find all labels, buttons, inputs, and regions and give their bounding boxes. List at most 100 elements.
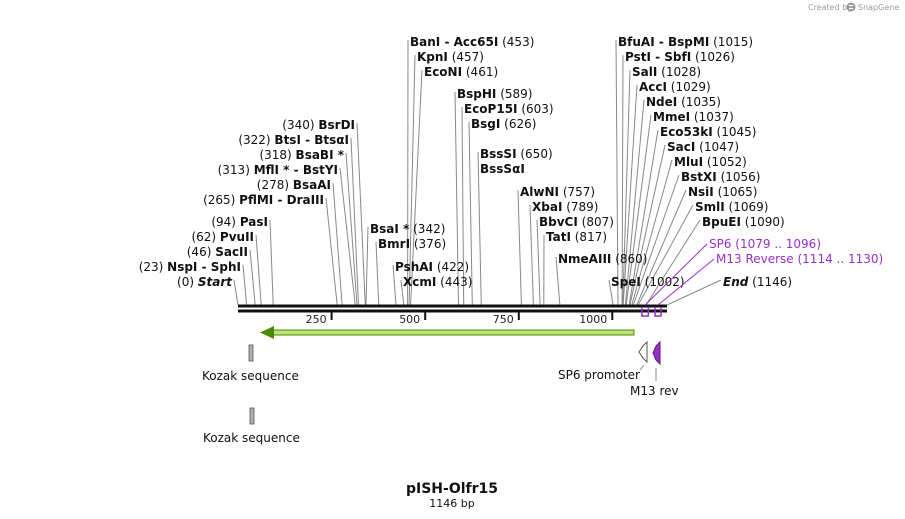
enzyme-label-bpuEI[interactable]: BpuEI (1090) [702, 215, 785, 229]
enzyme-label-mluI[interactable]: MluI (1052) [674, 155, 747, 169]
credit-brand: SnapGene [858, 3, 899, 12]
enzyme-label-nmeAIII[interactable]: NmeAIII (860) [558, 252, 647, 266]
site-line-bstXI [632, 174, 680, 306]
enzyme-label-xbaI[interactable]: XbaI (789) [532, 200, 599, 214]
enzyme-label-pstI-sbfI[interactable]: PstI - SbfI (1026) [625, 50, 735, 64]
site-line-bsaAI [332, 182, 343, 306]
site-line-pflMI-draIII [325, 197, 338, 306]
site-line-end [666, 279, 722, 306]
enzyme-label-ecoP15I[interactable]: EcoP15I (603) [464, 102, 554, 116]
enzyme-label-sacII[interactable]: (46) SacII [187, 245, 248, 259]
enzyme-label-bspHI[interactable]: BspHI (589) [457, 87, 532, 101]
enzyme-label-kpnI[interactable]: KpnI (457) [417, 50, 484, 64]
enzyme-label-bssSI-bssSaI[interactable]: BssSI (650) [480, 147, 553, 161]
dna-backbone [238, 304, 667, 313]
enzyme-label-pshAI[interactable]: PshAI (422) [395, 260, 469, 274]
snapgene-logo-icon [846, 2, 856, 12]
enzyme-label-eco53kI[interactable]: Eco53kI (1045) [660, 125, 756, 139]
site-line-speI [608, 279, 614, 306]
site-line-sacII [249, 249, 256, 306]
kozak-label-1: Kozak sequence [202, 369, 299, 383]
enzyme-label-bmrI[interactable]: BmrI (376) [378, 237, 446, 251]
site-line-nsiI [636, 189, 687, 306]
primer-marks [641, 243, 715, 317]
sp6-promoter-connector [639, 364, 645, 371]
site-line-sacI [629, 144, 666, 306]
sp6-promoter-feature[interactable] [638, 340, 648, 364]
orf-arrow[interactable] [260, 326, 635, 339]
enzyme-label-xcmI[interactable]: XcmI (443) [403, 275, 472, 289]
scale-label-250: 250 [306, 313, 327, 326]
site-line-eco53kI [628, 129, 659, 306]
site-line-xcmI [400, 279, 405, 306]
site-line-ecoP15I [461, 106, 465, 306]
enzyme-label-pasI[interactable]: (94) PasI [211, 215, 268, 229]
site-line-mluI [631, 159, 673, 306]
enzyme-label-ecoNI[interactable]: EcoNI (461) [424, 65, 498, 79]
plasmid-length: 1146 bp [429, 497, 474, 510]
enzyme-label-mmeI[interactable]: MmeI (1037) [653, 110, 734, 124]
site-lines [233, 39, 722, 306]
enzyme-label-nsiI[interactable]: NsiI (1065) [688, 185, 757, 199]
kozak-feature-1[interactable] [248, 344, 254, 362]
kozak-label-2: Kozak sequence [203, 431, 300, 445]
enzyme-labels: BanI - Acc65I (453)KpnI (457)EcoNI (461)… [139, 35, 792, 289]
scale-ticks: 250 500 750 1000 [306, 312, 614, 326]
enzyme-label-btsI-btsaI[interactable]: (322) BtsI - BtsαI [238, 133, 349, 147]
primer-label-m13-reverse[interactable]: M13 Reverse (1114 .. 1130) [716, 252, 883, 266]
site-line-btsI-btsaI [350, 137, 359, 306]
sp6-promoter-label: SP6 promoter [558, 368, 640, 382]
primer-bracket-m13-reverse[interactable] [654, 307, 662, 317]
enzyme-label-accI[interactable]: AccI (1029) [639, 80, 711, 94]
site-line-bsrDI [356, 122, 366, 306]
enzyme-label-nspI-sphI[interactable]: (23) NspI - SphI [139, 260, 241, 274]
enzyme-label-bsrDI[interactable]: (340) BsrDI [282, 118, 355, 132]
enzyme-label-bsaAI[interactable]: (278) BsaAI [257, 178, 331, 192]
enzyme-label-pflMI-draIII[interactable]: (265) PflMI - DraIII [203, 193, 324, 207]
credit-prefix: Created by [808, 3, 852, 12]
enzyme-label-pvuII[interactable]: (62) PvuII [191, 230, 254, 244]
kozak-feature-2[interactable] [249, 407, 255, 425]
site-line-bbvCI [536, 219, 541, 306]
site-line-pasI [269, 219, 274, 306]
enzyme-label-bsaBI[interactable]: (318) BsaBI * [259, 148, 344, 162]
enzyme-label-banI-acc65I[interactable]: BanI - Acc65I (453) [410, 35, 534, 49]
enzyme-label-smlI[interactable]: SmlI (1069) [695, 200, 768, 214]
primer-connector-sp6 [644, 243, 708, 306]
enzyme-label-end[interactable]: End (1146) [723, 275, 792, 289]
site-line-bfuAI-bspMI [615, 39, 619, 306]
enzyme-label-start[interactable]: (0) Start [177, 275, 233, 289]
site-line-bspHI [454, 91, 459, 306]
enzyme-label-mflI-bstYI[interactable]: (313) MflI * - BstYI [218, 163, 338, 177]
site-line-bssSI-bssSaI [477, 151, 482, 306]
site-line-xbaI [529, 204, 534, 306]
enzyme-label-sacI[interactable]: SacI (1047) [667, 140, 739, 154]
scale-label-1000: 1000 [579, 313, 607, 326]
primer-label-sp6[interactable]: SP6 (1079 .. 1096) [709, 237, 821, 251]
enzyme-label-bsaI[interactable]: BsaI * (342) [370, 222, 445, 236]
site-line-bsaBI [345, 152, 358, 306]
site-line-ecoNI [410, 69, 423, 306]
primer-labels: SP6 (1079 .. 1096)M13 Reverse (1114 .. 1… [709, 237, 883, 266]
site-line-start [233, 279, 239, 306]
enzyme-label-speI[interactable]: SpeI (1002) [611, 275, 685, 289]
enzyme-label-bsgI[interactable]: BsgI (626) [471, 117, 536, 131]
enzyme-label-bstXI[interactable]: BstXI (1056) [681, 170, 760, 184]
site-line-bsgI [468, 121, 473, 306]
site-line-kpnI [408, 54, 416, 306]
enzyme-label-tatI[interactable]: TatI (817) [546, 230, 607, 244]
primer-bracket-sp6[interactable] [641, 307, 650, 317]
enzyme-label-bfuAI-bspMI[interactable]: BfuAI - BspMI (1015) [618, 35, 753, 49]
enzyme-label-alwNI[interactable]: AlwNI (757) [520, 185, 595, 199]
enzyme-label-bssSI-bssSaI-line2[interactable]: BssSαI [480, 162, 525, 176]
enzyme-label-bbvCI[interactable]: BbvCI (807) [539, 215, 614, 229]
enzyme-label-ndeI[interactable]: NdeI (1035) [646, 95, 721, 109]
enzyme-label-salI[interactable]: SalI (1028) [632, 65, 701, 79]
site-line-pstI-sbfI [621, 54, 624, 306]
scale-label-750: 750 [493, 313, 514, 326]
primer-connector-m13-reverse [657, 258, 715, 306]
site-line-ndeI [624, 99, 645, 306]
site-line-mmeI [625, 114, 652, 306]
m13-rev-feature[interactable] [652, 340, 661, 366]
